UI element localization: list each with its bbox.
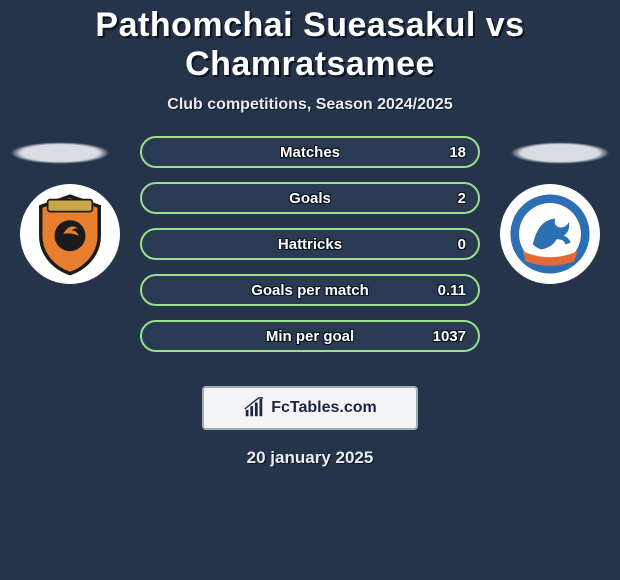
shield-icon: [27, 191, 113, 277]
comparison-title: Pathomchai Sueasakul vs Chamratsamee: [0, 0, 620, 84]
stat-label: Matches: [280, 144, 340, 161]
stat-value-right: 18: [449, 144, 466, 161]
stat-label: Min per goal: [266, 328, 354, 345]
stat-bar: Hattricks 0: [140, 228, 480, 260]
brand-box: FcTables.com: [202, 386, 418, 430]
stat-label: Hattricks: [278, 236, 342, 253]
crest-icon: [507, 191, 593, 277]
stat-label: Goals: [289, 190, 331, 207]
stat-bar: Min per goal 1037: [140, 320, 480, 352]
brand-text: FcTables.com: [271, 399, 377, 417]
comparison-subtitle: Club competitions, Season 2024/2025: [0, 96, 620, 114]
snapshot-date: 20 january 2025: [0, 448, 620, 468]
stat-bars: Matches 18 Goals 2 Hattricks 0 Goals per match…: [140, 136, 480, 366]
stat-value-right: 1037: [433, 328, 466, 345]
player-shadow-left: [10, 142, 110, 164]
stat-label: Goals per match: [251, 282, 369, 299]
stat-value-right: 2: [458, 190, 466, 207]
club-badge-right: [500, 184, 600, 284]
bar-chart-icon: [243, 397, 265, 419]
stat-value-right: 0.11: [438, 282, 466, 299]
stat-bar: Goals 2: [140, 182, 480, 214]
comparison-stage: Matches 18 Goals 2 Hattricks 0 Goals per match…: [0, 136, 620, 366]
stat-bar: Matches 18: [140, 136, 480, 168]
stat-value-right: 0: [458, 236, 466, 253]
player-shadow-right: [510, 142, 610, 164]
club-badge-left: [20, 184, 120, 284]
stat-bar: Goals per match 0.11: [140, 274, 480, 306]
